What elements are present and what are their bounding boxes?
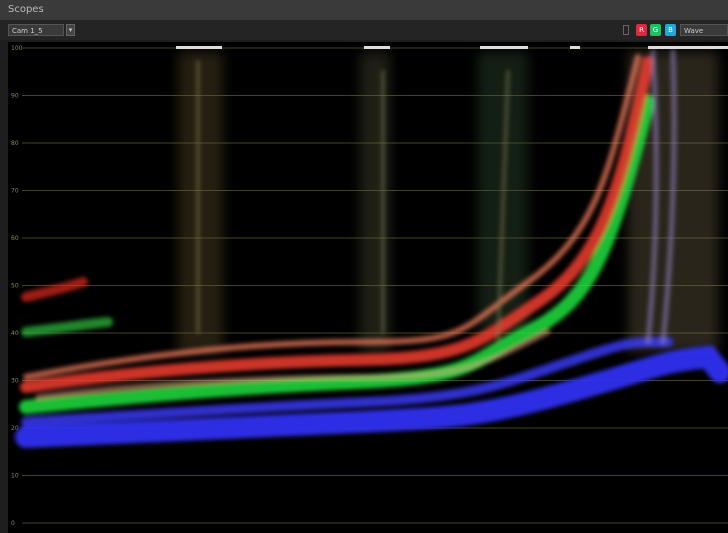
window-title: Scopes	[0, 0, 728, 20]
scale-label: 70	[11, 188, 19, 195]
scale-label: 60	[11, 235, 19, 242]
scale-label: 20	[11, 425, 19, 432]
channel-toggle[interactable]: R	[636, 24, 647, 36]
scale-label: 30	[11, 378, 19, 385]
mode-dropdown[interactable]: Wave	[680, 24, 728, 36]
channel-toggle[interactable]: B	[665, 24, 676, 36]
scale-label: 40	[11, 330, 19, 337]
scale-label: 90	[11, 93, 19, 100]
scale-label: 100	[11, 45, 23, 52]
source-dropdown[interactable]: Cam 1_5	[8, 24, 64, 36]
scale-label: 10	[11, 473, 19, 480]
channel-toggle[interactable]: G	[650, 24, 661, 36]
scale-label: 80	[11, 140, 19, 147]
scale-label: 0	[11, 520, 15, 527]
clip-markers	[176, 46, 728, 49]
toolbar: Cam 1_5 ▾ R G B Wave	[0, 20, 728, 40]
source-dropdown-button[interactable]: ▾	[66, 24, 75, 36]
waveform-traces	[15, 49, 728, 448]
settings-icon[interactable]	[623, 25, 629, 35]
scale-label: 50	[11, 283, 19, 290]
